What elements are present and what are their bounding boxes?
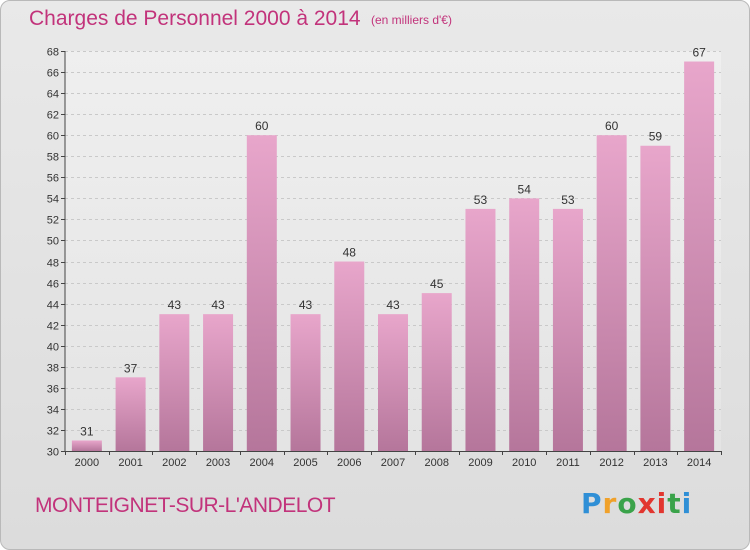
y-tick-label: 48: [47, 258, 59, 270]
bar: [465, 208, 496, 451]
y-tick-label: 64: [47, 89, 59, 101]
data-label: 54: [518, 182, 532, 196]
data-label: 60: [605, 119, 619, 133]
bar: [378, 314, 408, 451]
y-tick-label: 44: [47, 300, 59, 312]
x-tick-label: 2012: [599, 457, 623, 469]
data-label: 59: [649, 130, 663, 144]
bar: [203, 314, 234, 451]
y-tick-label: 42: [47, 321, 59, 333]
x-tick-label: 2013: [643, 457, 667, 469]
bar: [509, 198, 540, 451]
bars: [71, 61, 715, 452]
logo-letter: t: [667, 487, 682, 520]
x-tick-label: 2009: [468, 457, 492, 469]
x-axis-ticks: 2000 2001 2002 2003 2004 2005 2006 2007 2008 2009…: [65, 451, 722, 469]
bar: [159, 314, 190, 451]
y-tick-label: 58: [47, 152, 59, 164]
bar: [640, 145, 671, 451]
data-label: 43: [211, 298, 225, 312]
x-tick-label: 2003: [206, 457, 230, 469]
y-tick-label: 56: [47, 173, 59, 185]
bar: [115, 377, 146, 451]
x-tick-label: 2005: [293, 457, 317, 469]
x-tick-label: 2010: [512, 457, 536, 469]
bar: [290, 314, 321, 451]
data-label: 31: [80, 424, 94, 438]
logo-letter: x: [637, 487, 657, 520]
logo-letter: i: [681, 487, 693, 520]
x-tick-label: 2002: [162, 457, 186, 469]
y-tick-label: 46: [47, 279, 59, 291]
bar: [552, 208, 583, 451]
y-tick-label: 68: [47, 47, 59, 59]
y-tick-label: 40: [47, 342, 59, 354]
data-label: 45: [430, 277, 444, 291]
y-tick-label: 34: [47, 405, 59, 417]
bar: [421, 293, 452, 451]
data-label: 67: [692, 46, 706, 60]
x-tick-label: 2000: [75, 457, 99, 469]
y-tick-label: 30: [47, 447, 59, 459]
logo-letter: i: [656, 487, 668, 520]
bar: [246, 135, 277, 452]
y-tick-label: 52: [47, 215, 59, 227]
x-tick-label: 2008: [424, 457, 448, 469]
x-tick-label: 2014: [687, 457, 711, 469]
data-label: 60: [255, 119, 269, 133]
y-tick-label: 32: [47, 426, 59, 438]
data-label: 53: [561, 193, 575, 207]
y-tick-label: 62: [47, 110, 59, 122]
data-label: 37: [124, 361, 138, 375]
logo-letter: o: [617, 487, 638, 520]
bar: [71, 440, 102, 451]
x-tick-label: 2004: [250, 457, 274, 469]
logo-letter: r: [602, 487, 618, 520]
data-label: 43: [299, 298, 313, 312]
data-label: 53: [474, 193, 488, 207]
y-tick-label: 38: [47, 363, 59, 375]
data-label: 43: [386, 298, 400, 312]
chart-title: Charges de Personnel 2000 à 2014: [29, 7, 361, 30]
y-tick-label: 66: [47, 68, 59, 80]
x-tick-label: 2006: [337, 457, 361, 469]
x-tick-label: 2007: [381, 457, 405, 469]
x-tick-label: 2011: [556, 457, 580, 469]
y-tick-label: 54: [47, 194, 59, 206]
chart-subtitle: (en milliers d'€): [371, 13, 452, 27]
x-tick-label: 2001: [118, 457, 142, 469]
y-tick-label: 50: [47, 236, 59, 248]
bar: [596, 135, 627, 452]
logo-letter: P: [581, 487, 603, 520]
bar: [684, 61, 715, 452]
y-tick-label: 60: [47, 131, 59, 143]
y-axis-ticks: 30 32 34 36 38 40 42 44 46 48 50 52 54 56 58 60 62 64 66 68: [47, 47, 65, 459]
value-labels: 31 37 43 43 60 43 48 43 45 53 54 53 60 59 67: [80, 46, 706, 439]
data-label: 48: [343, 246, 357, 260]
data-label: 43: [168, 298, 182, 312]
proxiti-logo: Proxiti: [581, 487, 692, 520]
bar: [334, 261, 365, 451]
commune-name: MONTEIGNET-SUR-L'ANDELOT: [35, 494, 336, 517]
y-tick-label: 36: [47, 384, 59, 396]
